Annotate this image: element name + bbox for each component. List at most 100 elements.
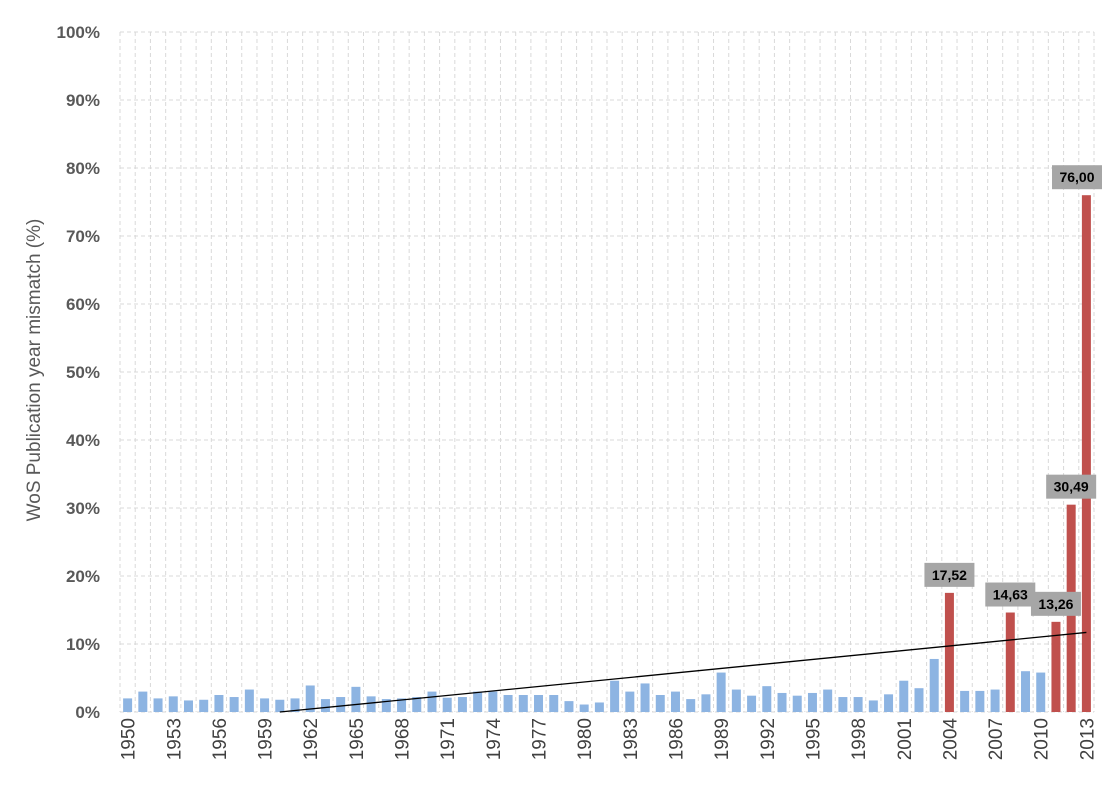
- x-tick-label: 1998: [849, 718, 870, 760]
- x-tick-label: 1983: [621, 718, 642, 760]
- bar-1998: [853, 697, 863, 712]
- x-tick-label: 1959: [256, 718, 277, 760]
- bar-1984: [640, 683, 650, 712]
- bar-2007: [990, 689, 1000, 712]
- bar-1956: [214, 695, 224, 712]
- bar-1953: [168, 696, 178, 712]
- x-tick-label: 1995: [803, 718, 824, 760]
- bar-1976: [518, 695, 528, 712]
- x-tick-label: 1992: [758, 718, 779, 760]
- bar-2003: [929, 658, 939, 712]
- bar-1992: [762, 686, 772, 712]
- bar-1973: [473, 691, 483, 712]
- x-tick-label: 1989: [712, 718, 733, 760]
- bar-1983: [625, 691, 635, 712]
- x-tick-label: 1956: [210, 718, 231, 760]
- bar-1994: [792, 695, 802, 712]
- bar-1979: [564, 701, 574, 712]
- bar-1975: [503, 695, 513, 712]
- y-tick-label: 40%: [66, 431, 100, 450]
- x-tick-label: 1974: [484, 718, 505, 761]
- bar-1997: [838, 697, 848, 712]
- bar-1978: [549, 695, 559, 712]
- x-tick-label: 2007: [986, 718, 1007, 760]
- bar-1954: [183, 700, 193, 712]
- data-label-box-2008: [985, 582, 1036, 607]
- y-axis-title: WoS Publication year mismatch (%): [24, 219, 45, 522]
- bar-1963: [320, 699, 330, 712]
- x-tick-label: 1965: [347, 718, 368, 760]
- data-labels: 17,52 14,63 13,26 30,49 76,00: [924, 165, 1102, 616]
- x-tick-label: 2010: [1032, 718, 1053, 760]
- bar-1971: [442, 697, 452, 712]
- bar-1967: [381, 699, 391, 712]
- gridlines: [119, 31, 1095, 713]
- data-label-box-2013: [1052, 165, 1102, 190]
- bar-1987: [686, 699, 696, 712]
- y-tick-label: 70%: [66, 227, 100, 246]
- bar-1989: [716, 672, 726, 712]
- bar-2011: [1051, 621, 1061, 712]
- bar-1969: [412, 697, 422, 712]
- data-label-2012: 30,49: [1054, 479, 1089, 495]
- x-tick-label: 1977: [530, 718, 551, 760]
- y-tick-label: 30%: [66, 499, 100, 518]
- data-label-box-2011: [1030, 591, 1081, 616]
- bar-1960: [275, 699, 285, 712]
- bar-1981: [594, 702, 604, 712]
- data-label-2008: 14,63: [993, 587, 1028, 603]
- bar-1955: [199, 699, 209, 712]
- bar-2006: [975, 690, 985, 712]
- bar-2001: [899, 680, 909, 712]
- x-tick-label: 1962: [301, 718, 322, 760]
- bar-2005: [960, 690, 970, 712]
- bar-2009: [1021, 671, 1031, 712]
- y-tick-label: 60%: [66, 295, 100, 314]
- bar-2008: [1005, 612, 1015, 712]
- data-label-2004: 17,52: [932, 567, 967, 583]
- bar-1961: [290, 698, 300, 712]
- linear-trendline: [279, 631, 1087, 713]
- bar-1972: [457, 697, 467, 712]
- x-tick-label: 2001: [895, 718, 916, 760]
- data-label-box-2004: [924, 562, 975, 587]
- bar-1986: [670, 691, 680, 712]
- bar-1958: [244, 689, 254, 712]
- data-label-box-2012: [1046, 474, 1097, 499]
- x-tick-label: 2013: [1077, 718, 1098, 760]
- bar-1980: [579, 704, 589, 712]
- bar-1993: [777, 692, 787, 712]
- y-tick-label: 100%: [57, 23, 100, 42]
- bar-1968: [397, 698, 407, 712]
- bar-1977: [534, 695, 544, 712]
- y-tick-label: 80%: [66, 159, 100, 178]
- bar-1951: [138, 691, 148, 712]
- bar-2002: [914, 688, 924, 712]
- bar-1957: [229, 697, 239, 712]
- x-tick-label: 1971: [438, 718, 459, 760]
- bar-1959: [260, 698, 270, 712]
- x-tick-label: 1968: [393, 718, 414, 760]
- x-tick-label: 1986: [666, 718, 687, 760]
- y-tick-label: 10%: [66, 635, 100, 654]
- bar-1966: [366, 696, 376, 712]
- y-tick-label: 50%: [66, 363, 100, 382]
- bar-1964: [336, 697, 346, 712]
- bar-1988: [701, 694, 711, 712]
- x-tick-label: 1980: [575, 718, 596, 760]
- x-tick-label: 2004: [940, 718, 961, 761]
- y-tick-label: 90%: [66, 91, 100, 110]
- y-tick-label: 20%: [66, 567, 100, 586]
- bar-1995: [807, 692, 817, 712]
- bar-1952: [153, 698, 163, 712]
- bar-1982: [610, 680, 620, 712]
- bar-1962: [305, 685, 315, 712]
- x-tick-label: 1950: [119, 718, 140, 760]
- y-tick-label: 0%: [75, 703, 100, 722]
- data-label-2013: 76,00: [1059, 169, 1094, 185]
- bar-1999: [868, 700, 878, 712]
- bar-2010: [1036, 672, 1046, 712]
- x-tick-label: 1953: [164, 718, 185, 760]
